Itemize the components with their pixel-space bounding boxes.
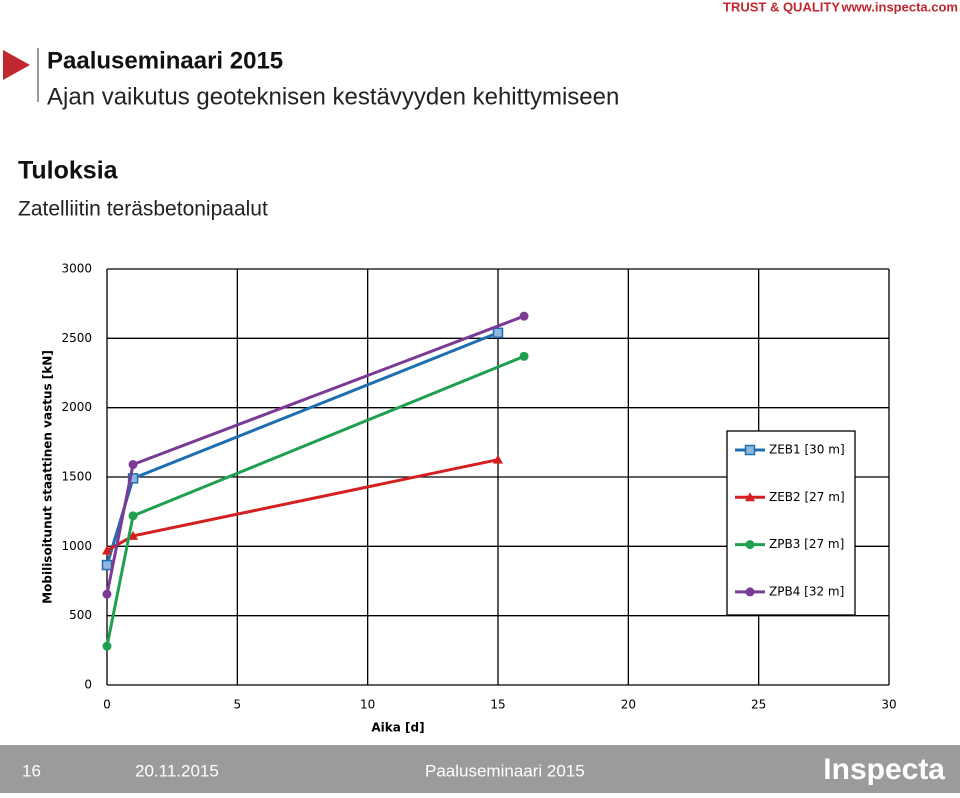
legend-label: ZEB2 [27 m] bbox=[769, 490, 845, 504]
series-line bbox=[105, 314, 525, 595]
x-tick-label: 20 bbox=[621, 698, 636, 712]
page-number: 16 bbox=[22, 761, 41, 780]
title: Paaluseminaari 2015 bbox=[47, 47, 283, 74]
brand: TRUST & QUALITY bbox=[723, 0, 840, 14]
data-point bbox=[493, 454, 503, 464]
data-point bbox=[102, 545, 112, 555]
series-line bbox=[106, 458, 499, 552]
x-tick-label: 0 bbox=[103, 698, 111, 712]
y-tick-label: 0 bbox=[84, 678, 92, 692]
x-tick-label: 5 bbox=[234, 698, 242, 712]
data-point bbox=[127, 473, 139, 484]
legend-marker bbox=[745, 587, 755, 597]
section-subtitle: Zatelliitin teräsbetonipaalut bbox=[18, 198, 268, 221]
series-line bbox=[105, 354, 525, 647]
y-tick-label: 1000 bbox=[61, 539, 92, 553]
x-tick-label: 10 bbox=[360, 698, 375, 712]
y-axis-label: Mobilisoitunut staattinen vastus [kN] bbox=[41, 350, 55, 604]
legend-marker bbox=[745, 492, 755, 502]
footer-event: Paaluseminaari 2015 bbox=[425, 761, 585, 780]
x-tick-label: 25 bbox=[751, 698, 766, 712]
legend-label: ZPB4 [32 m] bbox=[769, 584, 844, 598]
legend-box bbox=[726, 430, 856, 616]
subtitle: Ajan vaikutus geoteknisen kestävyyden ke… bbox=[47, 83, 619, 110]
url: www.inspecta.com bbox=[840, 0, 958, 14]
data-point bbox=[519, 351, 529, 361]
data-point bbox=[101, 559, 113, 571]
x-axis-label: Aika [d] bbox=[371, 721, 424, 735]
red-arrow bbox=[3, 50, 30, 80]
data-point bbox=[492, 327, 504, 339]
y-tick-label: 1500 bbox=[61, 470, 92, 484]
footer-bar bbox=[0, 745, 960, 793]
y-tick-label: 500 bbox=[69, 608, 92, 622]
x-tick-label: 30 bbox=[881, 698, 896, 712]
data-point bbox=[128, 530, 139, 540]
data-point bbox=[102, 589, 112, 599]
y-tick-label: 3000 bbox=[61, 262, 92, 276]
x-tick-label: 15 bbox=[490, 698, 505, 712]
data-point bbox=[102, 641, 112, 651]
legend-label: ZEB1 [30 m] bbox=[769, 443, 845, 457]
y-tick-label: 2500 bbox=[61, 331, 92, 345]
chart: 0 500 1000 1500 2000 2500 3000 0 5 10 15 20 25 30 Aika… bbox=[41, 262, 897, 735]
data-point bbox=[519, 311, 529, 321]
logo: Inspecta bbox=[823, 753, 945, 786]
footer-date: 20.11.2015 bbox=[135, 761, 219, 780]
y-tick-label: 2000 bbox=[61, 400, 92, 414]
section: Tuloksia bbox=[18, 157, 119, 185]
data-point bbox=[128, 460, 138, 470]
legend-label: ZPB3 [27 m] bbox=[769, 537, 844, 551]
legend-marker bbox=[745, 540, 755, 550]
legend-marker bbox=[744, 444, 756, 456]
data-point bbox=[128, 511, 138, 521]
